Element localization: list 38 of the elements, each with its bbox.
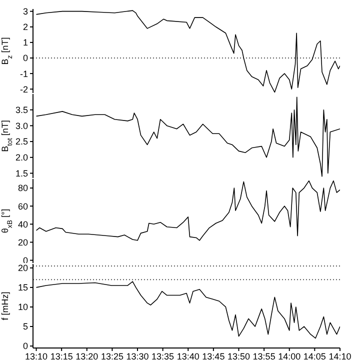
x-tick-label: 13:40: [176, 351, 200, 362]
x-tick-label: 13:15: [50, 351, 73, 362]
x-tick-label: 13:50: [227, 351, 250, 362]
x-tick-label: 13:10: [25, 351, 48, 362]
line-series: [36, 281, 340, 339]
line-series: [36, 10, 340, 93]
y-tick-label: 10: [18, 302, 28, 312]
y-tick-label: 3.0: [15, 120, 28, 131]
x-tick-label: 13:25: [100, 351, 124, 362]
y-tick-label: 15: [18, 282, 28, 293]
y-tick-label: 40: [18, 219, 28, 230]
y-tick-label: 2.0: [15, 152, 28, 163]
y-tick-label: 80: [18, 183, 28, 194]
x-tick-label: 14:10: [328, 351, 352, 362]
y-tick-label: 3: [22, 6, 28, 17]
y-tick-label: 5: [22, 322, 28, 332]
x-tick-label: 13:20: [76, 351, 98, 362]
x-tick-label: 14:05: [303, 351, 326, 362]
x-tick-label: 13:45: [202, 351, 225, 362]
x-tick-label: 13:35: [152, 351, 174, 362]
y-tick-label: 20: [18, 263, 28, 274]
x-tick-label: 14:00: [278, 351, 301, 362]
x-tick-label: 13:30: [126, 351, 149, 362]
y-axis-title: f [mHz]: [0, 292, 10, 320]
x-tick-label: 13:55: [252, 351, 276, 362]
y-tick-label: 2: [22, 22, 28, 32]
line-series: [36, 96, 340, 177]
y-tick-label: 3.5: [15, 105, 28, 116]
y-tick-label: -1: [20, 68, 28, 79]
y-tick-label: 2.5: [15, 136, 28, 147]
line-series: [36, 180, 340, 241]
y-tick-label: 1.5: [15, 168, 28, 178]
y-tick-label: 1: [22, 38, 28, 48]
y-tick-label: 0: [22, 53, 28, 64]
y-tick-label: 60: [18, 201, 28, 212]
y-tick-label: 20: [18, 237, 28, 248]
y-tick-label: 0: [22, 341, 28, 352]
y-tick-label: -2: [20, 84, 28, 94]
